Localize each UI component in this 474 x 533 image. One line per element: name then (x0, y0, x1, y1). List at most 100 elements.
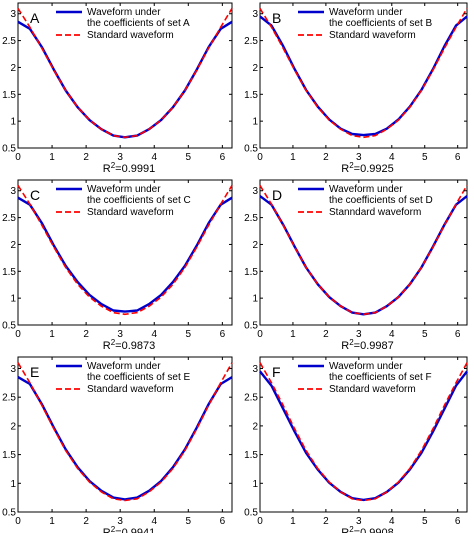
y-tick-label: 0.5 (2, 144, 16, 155)
x-tick-label: 6 (455, 329, 461, 340)
x-tick-label: 4 (151, 516, 157, 527)
y-tick-label: 1 (252, 117, 258, 128)
x-tick-label: 6 (455, 516, 461, 527)
x-tick-label: 4 (389, 516, 395, 527)
plot-frame (17, 356, 233, 513)
x-tick-label: 3 (117, 152, 123, 163)
x-tick-label: 0 (15, 516, 21, 527)
y-tick-label: 2.5 (2, 213, 16, 224)
x-tick-label: 3 (117, 329, 123, 340)
y-tick-label: 1 (10, 294, 16, 305)
legend-entry: Waveform under (87, 184, 161, 195)
y-tick-label: 2 (252, 421, 258, 432)
y-tick-label: 3 (252, 9, 258, 20)
x-tick-label: 3 (117, 516, 123, 527)
x-tick-label: 0 (257, 516, 263, 527)
panel-letter: C (30, 187, 40, 203)
coefficient-waveform-line (259, 370, 468, 502)
y-tick-label: 1.5 (244, 90, 258, 101)
x-tick-label: 6 (220, 152, 226, 163)
x-tick-label: 0 (15, 152, 21, 163)
r-squared-caption: R2=0.9908 (341, 525, 393, 533)
y-tick-label: 1 (10, 479, 16, 490)
legend-entry: the coefficients of set B (329, 18, 433, 29)
x-tick-label: 2 (323, 329, 329, 340)
y-tick-label: 1.5 (2, 267, 16, 278)
coefficient-waveform-line (17, 196, 233, 313)
legend-entry: Waveform under (87, 361, 161, 372)
legend-entry: the coefficients of set A (87, 18, 190, 29)
y-tick-label: 1 (252, 479, 258, 490)
legend-entry: Waveform under (329, 7, 403, 18)
legend-entry: Standard waveform (87, 30, 174, 41)
y-tick-label: 2.5 (2, 36, 16, 47)
x-tick-label: 5 (422, 516, 428, 527)
x-tick-label: 5 (422, 152, 428, 163)
legend-entry: the coefficients of set E (87, 372, 191, 383)
legend-entry: Standard waveform (329, 384, 416, 395)
standard-waveform-line (17, 7, 233, 139)
x-tick-label: 5 (186, 329, 192, 340)
y-tick-label: 2 (10, 421, 16, 432)
standard-waveform-line (259, 362, 468, 502)
plot-frame (17, 179, 233, 326)
x-tick-label: 1 (49, 152, 55, 163)
legend-entry: Stanndard waveform (329, 207, 421, 218)
y-tick-label: 0.5 (244, 144, 258, 155)
y-tick-label: 2 (10, 63, 16, 74)
x-tick-label: 5 (186, 516, 192, 527)
panel-letter: B (272, 10, 281, 26)
plot-frame (17, 2, 233, 149)
x-tick-label: 2 (83, 152, 89, 163)
panel-letter: E (30, 364, 39, 380)
y-tick-label: 2 (252, 63, 258, 74)
legend-entry: Standard waveform (87, 207, 174, 218)
plot-frame (259, 2, 468, 149)
x-tick-label: 4 (389, 329, 395, 340)
standard-waveform-line (259, 7, 468, 139)
x-tick-label: 4 (389, 152, 395, 163)
x-tick-label: 0 (257, 152, 263, 163)
r-squared-caption: R2=0.9925 (341, 161, 393, 175)
r-squared-caption: R2=0.9987 (341, 338, 393, 352)
y-tick-label: 1.5 (2, 450, 16, 461)
x-tick-label: 0 (257, 329, 263, 340)
y-tick-label: 2 (10, 240, 16, 251)
x-tick-label: 1 (49, 329, 55, 340)
x-tick-label: 5 (186, 152, 192, 163)
y-tick-label: 3 (252, 186, 258, 197)
r-squared-caption: R2=0.9941 (103, 525, 155, 533)
y-tick-label: 3 (10, 9, 16, 20)
y-tick-label: 2 (252, 240, 258, 251)
y-tick-label: 0.5 (2, 508, 16, 519)
x-tick-label: 1 (49, 516, 55, 527)
y-tick-label: 1.5 (244, 450, 258, 461)
legend-entry: Standard waveform (329, 30, 416, 41)
y-tick-label: 1 (252, 294, 258, 305)
standard-waveform-line (259, 184, 468, 316)
legend-entry: Waveform under (329, 361, 403, 372)
x-tick-label: 3 (356, 329, 362, 340)
y-tick-label: 2.5 (244, 213, 258, 224)
r-squared-caption: R2=0.9991 (103, 161, 155, 175)
x-tick-label: 2 (323, 516, 329, 527)
legend-entry: Waveform under (87, 7, 161, 18)
standard-waveform-line (17, 362, 233, 502)
x-tick-label: 6 (220, 516, 226, 527)
x-tick-label: 6 (220, 329, 226, 340)
legend-entry: the coefficients of set C (87, 195, 191, 206)
x-tick-label: 4 (151, 329, 157, 340)
x-tick-label: 6 (455, 152, 461, 163)
panel-letter: A (30, 10, 40, 26)
x-tick-label: 2 (83, 329, 89, 340)
x-tick-label: 2 (83, 516, 89, 527)
